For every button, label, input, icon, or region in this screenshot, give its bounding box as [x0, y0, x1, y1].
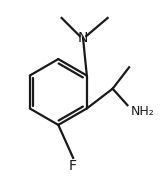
Text: N: N	[78, 31, 88, 45]
Text: NH₂: NH₂	[131, 105, 155, 118]
Text: F: F	[69, 160, 77, 174]
